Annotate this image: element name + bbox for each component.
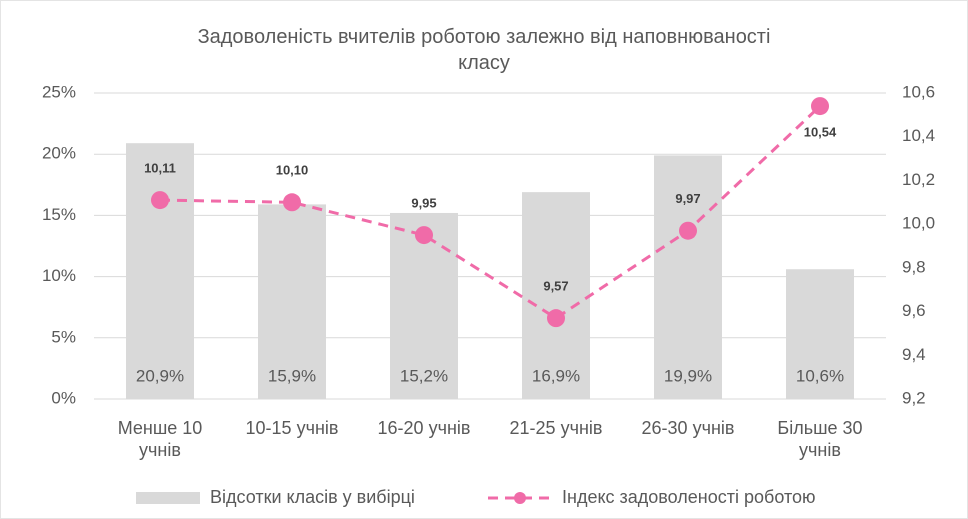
x-tick-label: 21-25 учнів — [509, 418, 603, 438]
x-tick-label: Менше 10 учнів — [117, 418, 203, 460]
line-value-label: 10,11 — [144, 161, 176, 176]
y2-tick-label: 10,6 — [902, 82, 935, 101]
x-tick-label: Більше 30 учнів — [777, 418, 863, 460]
line-marker — [283, 193, 301, 212]
line-marker — [547, 309, 565, 328]
bar-value-label: 20,9% — [136, 366, 184, 385]
line-marker — [415, 226, 433, 245]
x-tick-label: 10-15 учнів — [245, 418, 339, 438]
chart-title: Задоволеність вчителів роботою залежно в… — [197, 26, 771, 74]
y2-tick-label: 9,6 — [902, 301, 926, 320]
line-value-label: 10,54 — [804, 125, 837, 140]
y-tick-label: 10% — [42, 266, 76, 285]
legend-label: Індекс задоволеності роботою — [562, 487, 816, 507]
line-value-label: 9,97 — [675, 191, 700, 206]
bar — [258, 204, 326, 399]
y2-tick-label: 10,0 — [902, 214, 935, 233]
legend-label: Відсотки класів у вибірці — [210, 487, 415, 507]
legend-swatch — [136, 492, 200, 504]
bar — [126, 143, 194, 399]
y2-tick-label: 10,4 — [902, 126, 935, 145]
y-tick-label: 5% — [51, 327, 76, 346]
line-value-label: 10,10 — [276, 163, 309, 178]
y2-tick-label: 9,2 — [902, 388, 926, 407]
bar-value-label: 15,9% — [268, 366, 316, 385]
line-marker — [679, 221, 697, 240]
y2-tick-label: 10,2 — [902, 170, 935, 189]
legend-swatch — [514, 492, 526, 504]
bar — [786, 269, 854, 399]
bar-value-label: 16,9% — [532, 366, 580, 385]
bar — [522, 192, 590, 399]
line-value-label: 9,57 — [543, 279, 568, 294]
y-tick-label: 0% — [51, 388, 76, 407]
bar-value-label: 19,9% — [664, 366, 712, 385]
x-tick-label: 26-30 учнів — [641, 418, 735, 438]
y-tick-label: 20% — [42, 144, 76, 163]
y2-tick-label: 9,8 — [902, 257, 926, 276]
y2-tick-label: 9,4 — [902, 345, 926, 364]
line — [159, 105, 822, 320]
line-value-label: 9,95 — [411, 196, 436, 211]
y-tick-label: 25% — [42, 82, 76, 101]
x-tick-label: 16-20 учнів — [377, 418, 471, 438]
y-tick-label: 15% — [42, 205, 76, 224]
bar — [654, 155, 722, 399]
line-marker — [811, 97, 829, 116]
bar-value-label: 15,2% — [400, 366, 448, 385]
line-marker — [151, 191, 169, 210]
bar-value-label: 10,6% — [796, 366, 844, 385]
